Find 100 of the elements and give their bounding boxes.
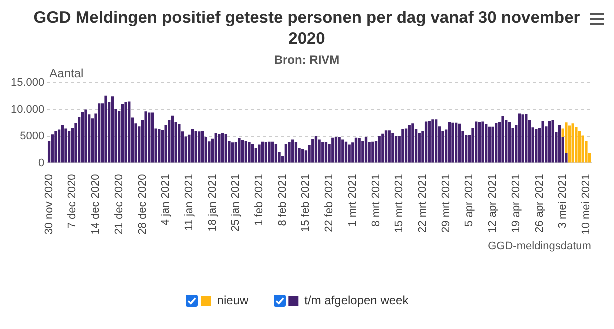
bar [402, 129, 404, 163]
bar [164, 124, 168, 163]
bar [314, 136, 318, 163]
bar [362, 141, 364, 163]
bar [408, 125, 411, 163]
bar [558, 126, 562, 163]
bar [272, 142, 274, 163]
bar [84, 110, 88, 163]
bar [492, 126, 494, 163]
bar [378, 136, 381, 163]
bar [284, 144, 288, 163]
x-tick-label: 1 feb 2021 [254, 174, 266, 226]
bar [61, 126, 64, 163]
bar [344, 142, 348, 163]
bar [318, 140, 321, 163]
bar [64, 128, 68, 163]
x-tick-label: 8 mrt 2021 [370, 174, 382, 227]
bar [568, 126, 572, 163]
chart-subtitle: Bron: RIVM [273, 53, 341, 67]
bar [221, 133, 224, 163]
bar [218, 134, 221, 163]
bar [448, 122, 451, 163]
bar [392, 133, 394, 163]
bar [412, 124, 414, 163]
x-tick-label: 1 mrt 2021 [346, 174, 359, 227]
legend-label: nieuw [217, 293, 249, 308]
bar [288, 142, 291, 163]
x-tick-label: 25 jan 2021 [230, 174, 242, 232]
bar [332, 138, 334, 163]
bar [214, 133, 218, 163]
bar [231, 142, 234, 163]
bar [522, 114, 524, 163]
bar [354, 138, 358, 163]
bar [458, 124, 462, 163]
bar [171, 116, 174, 163]
bar [434, 120, 438, 163]
bar [455, 122, 458, 163]
bar [488, 126, 492, 163]
x-tick-label: 22 feb 2021 [324, 174, 336, 232]
bar [294, 142, 298, 163]
bar [148, 112, 151, 163]
bar [388, 130, 391, 163]
x-tick-label: 28 dec 2020 [136, 174, 149, 235]
x-axis-title: GGD-meldingsdatum [488, 240, 592, 252]
bar [144, 112, 148, 163]
bar [418, 133, 421, 163]
bar [508, 122, 512, 163]
bar [342, 140, 344, 163]
chart-title: GGD Meldingen positief geteste personen per dag vanaf 30 november 2020 [32, 8, 582, 50]
bar [505, 120, 508, 163]
x-tick-label: 11 jan 2021 [183, 174, 196, 231]
y-tick-label: 10.000 [10, 104, 45, 116]
bar [542, 120, 544, 163]
x-tick-label: 10 mei 2021 [580, 174, 592, 235]
x-tick-label: 5 apr 2021 [464, 174, 476, 227]
bar [168, 120, 171, 163]
x-tick-label: 29 mrt 2021 [440, 174, 452, 233]
bar [121, 104, 124, 163]
bar [178, 124, 181, 163]
bar [68, 131, 71, 163]
bar [248, 142, 251, 163]
bar [384, 130, 388, 163]
bar [572, 124, 574, 163]
bar [575, 127, 578, 163]
bar [424, 122, 428, 163]
y-axis-title: Aantal [50, 66, 84, 80]
x-tick-label: 3 mei 2021 [557, 174, 570, 229]
bar [552, 120, 554, 163]
bar [224, 134, 228, 163]
bar [364, 137, 368, 163]
bar [394, 136, 398, 163]
bar [548, 120, 552, 163]
bar [292, 140, 294, 163]
x-tick-label: 14 dec 2020 [90, 174, 102, 235]
bar [251, 144, 254, 163]
bar [274, 144, 278, 163]
bar [264, 142, 268, 163]
bar [81, 112, 84, 163]
bar [372, 142, 374, 163]
bar [111, 96, 114, 163]
x-tick-label: 26 apr 2021 [534, 174, 546, 233]
bar [324, 142, 328, 163]
bar [525, 114, 528, 163]
bar [485, 124, 488, 163]
x-tick-label: 4 jan 2021 [160, 174, 172, 226]
bar [348, 144, 351, 163]
x-tick-label: 15 feb 2021 [300, 174, 312, 232]
bar [201, 131, 204, 163]
bar [198, 132, 201, 163]
bar [191, 130, 194, 163]
bar [194, 131, 198, 163]
bar [104, 96, 108, 163]
bar [495, 123, 498, 163]
bar [535, 129, 538, 163]
bar [124, 102, 128, 163]
bar [208, 142, 211, 163]
bar [302, 149, 304, 163]
bar [478, 122, 482, 163]
x-tick-label: 18 jan 2021 [206, 174, 219, 232]
bar [428, 120, 431, 163]
